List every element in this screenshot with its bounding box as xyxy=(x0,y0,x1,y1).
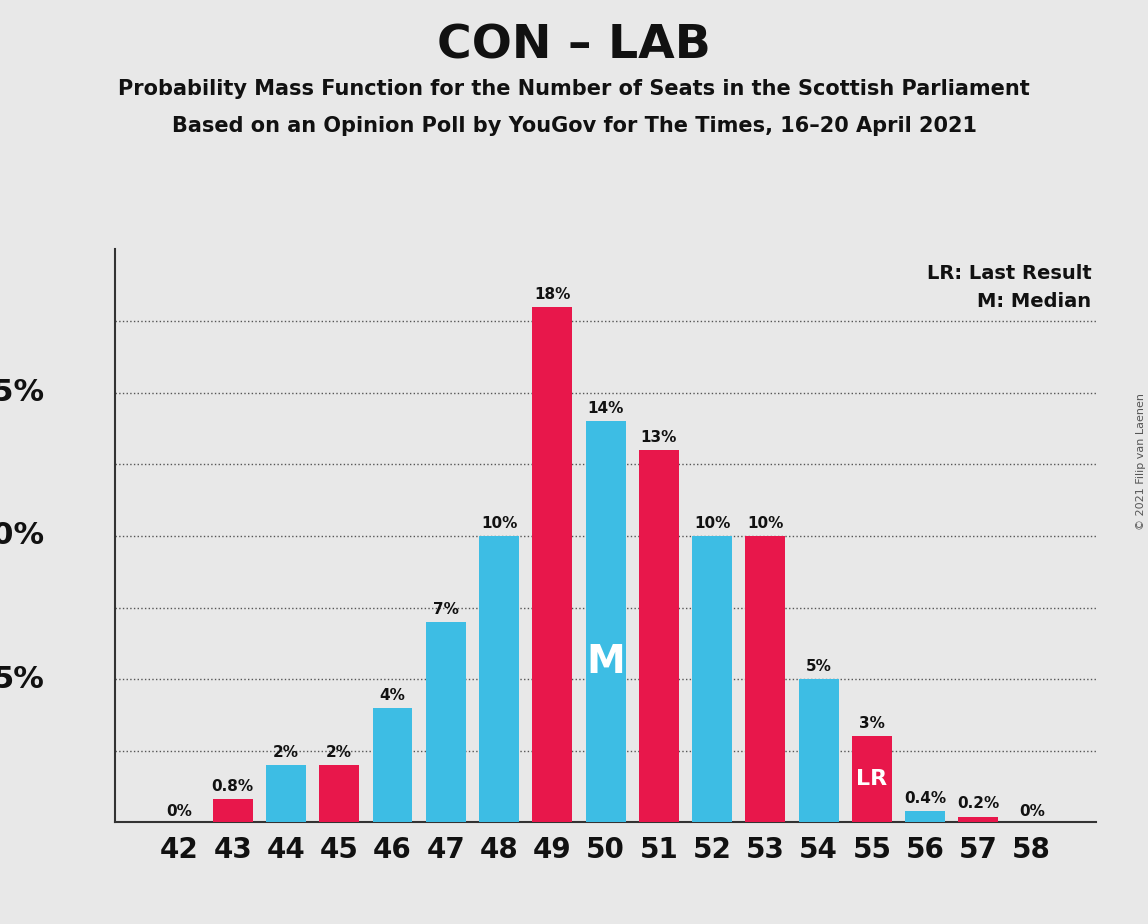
Bar xyxy=(745,536,785,822)
Text: 0%: 0% xyxy=(166,804,193,819)
Text: 15%: 15% xyxy=(0,378,44,407)
Bar xyxy=(639,450,678,822)
Text: 2%: 2% xyxy=(326,745,352,760)
Text: 7%: 7% xyxy=(433,602,459,616)
Text: 0.2%: 0.2% xyxy=(957,796,1000,811)
Bar xyxy=(479,536,519,822)
Bar xyxy=(266,765,305,822)
Text: LR: LR xyxy=(856,770,887,789)
Bar xyxy=(426,622,466,822)
Bar xyxy=(585,421,626,822)
Text: 10%: 10% xyxy=(693,516,730,530)
Text: 0.4%: 0.4% xyxy=(905,791,946,806)
Bar xyxy=(372,708,412,822)
Text: 14%: 14% xyxy=(588,401,623,416)
Text: 13%: 13% xyxy=(641,430,677,444)
Text: 4%: 4% xyxy=(380,687,405,702)
Text: 18%: 18% xyxy=(534,286,571,301)
Text: Probability Mass Function for the Number of Seats in the Scottish Parliament: Probability Mass Function for the Number… xyxy=(118,79,1030,99)
Bar xyxy=(533,307,572,822)
Bar xyxy=(212,799,253,822)
Text: 0.8%: 0.8% xyxy=(211,779,254,795)
Text: 10%: 10% xyxy=(747,516,784,530)
Bar xyxy=(692,536,732,822)
Text: LR: Last Result: LR: Last Result xyxy=(926,264,1092,283)
Bar xyxy=(906,811,945,822)
Text: 3%: 3% xyxy=(859,716,885,731)
Text: 5%: 5% xyxy=(0,664,44,694)
Text: Based on an Opinion Poll by YouGov for The Times, 16–20 April 2021: Based on an Opinion Poll by YouGov for T… xyxy=(171,116,977,136)
Text: 0%: 0% xyxy=(1018,804,1045,819)
Text: CON – LAB: CON – LAB xyxy=(437,23,711,68)
Bar xyxy=(852,736,892,822)
Text: 5%: 5% xyxy=(806,659,831,674)
Text: © 2021 Filip van Laenen: © 2021 Filip van Laenen xyxy=(1135,394,1146,530)
Bar xyxy=(959,817,999,822)
Text: 10%: 10% xyxy=(481,516,518,530)
Bar xyxy=(319,765,359,822)
Text: 2%: 2% xyxy=(273,745,298,760)
Text: M: Median: M: Median xyxy=(977,292,1092,311)
Bar xyxy=(799,679,839,822)
Text: 10%: 10% xyxy=(0,521,44,551)
Text: M: M xyxy=(587,643,625,681)
